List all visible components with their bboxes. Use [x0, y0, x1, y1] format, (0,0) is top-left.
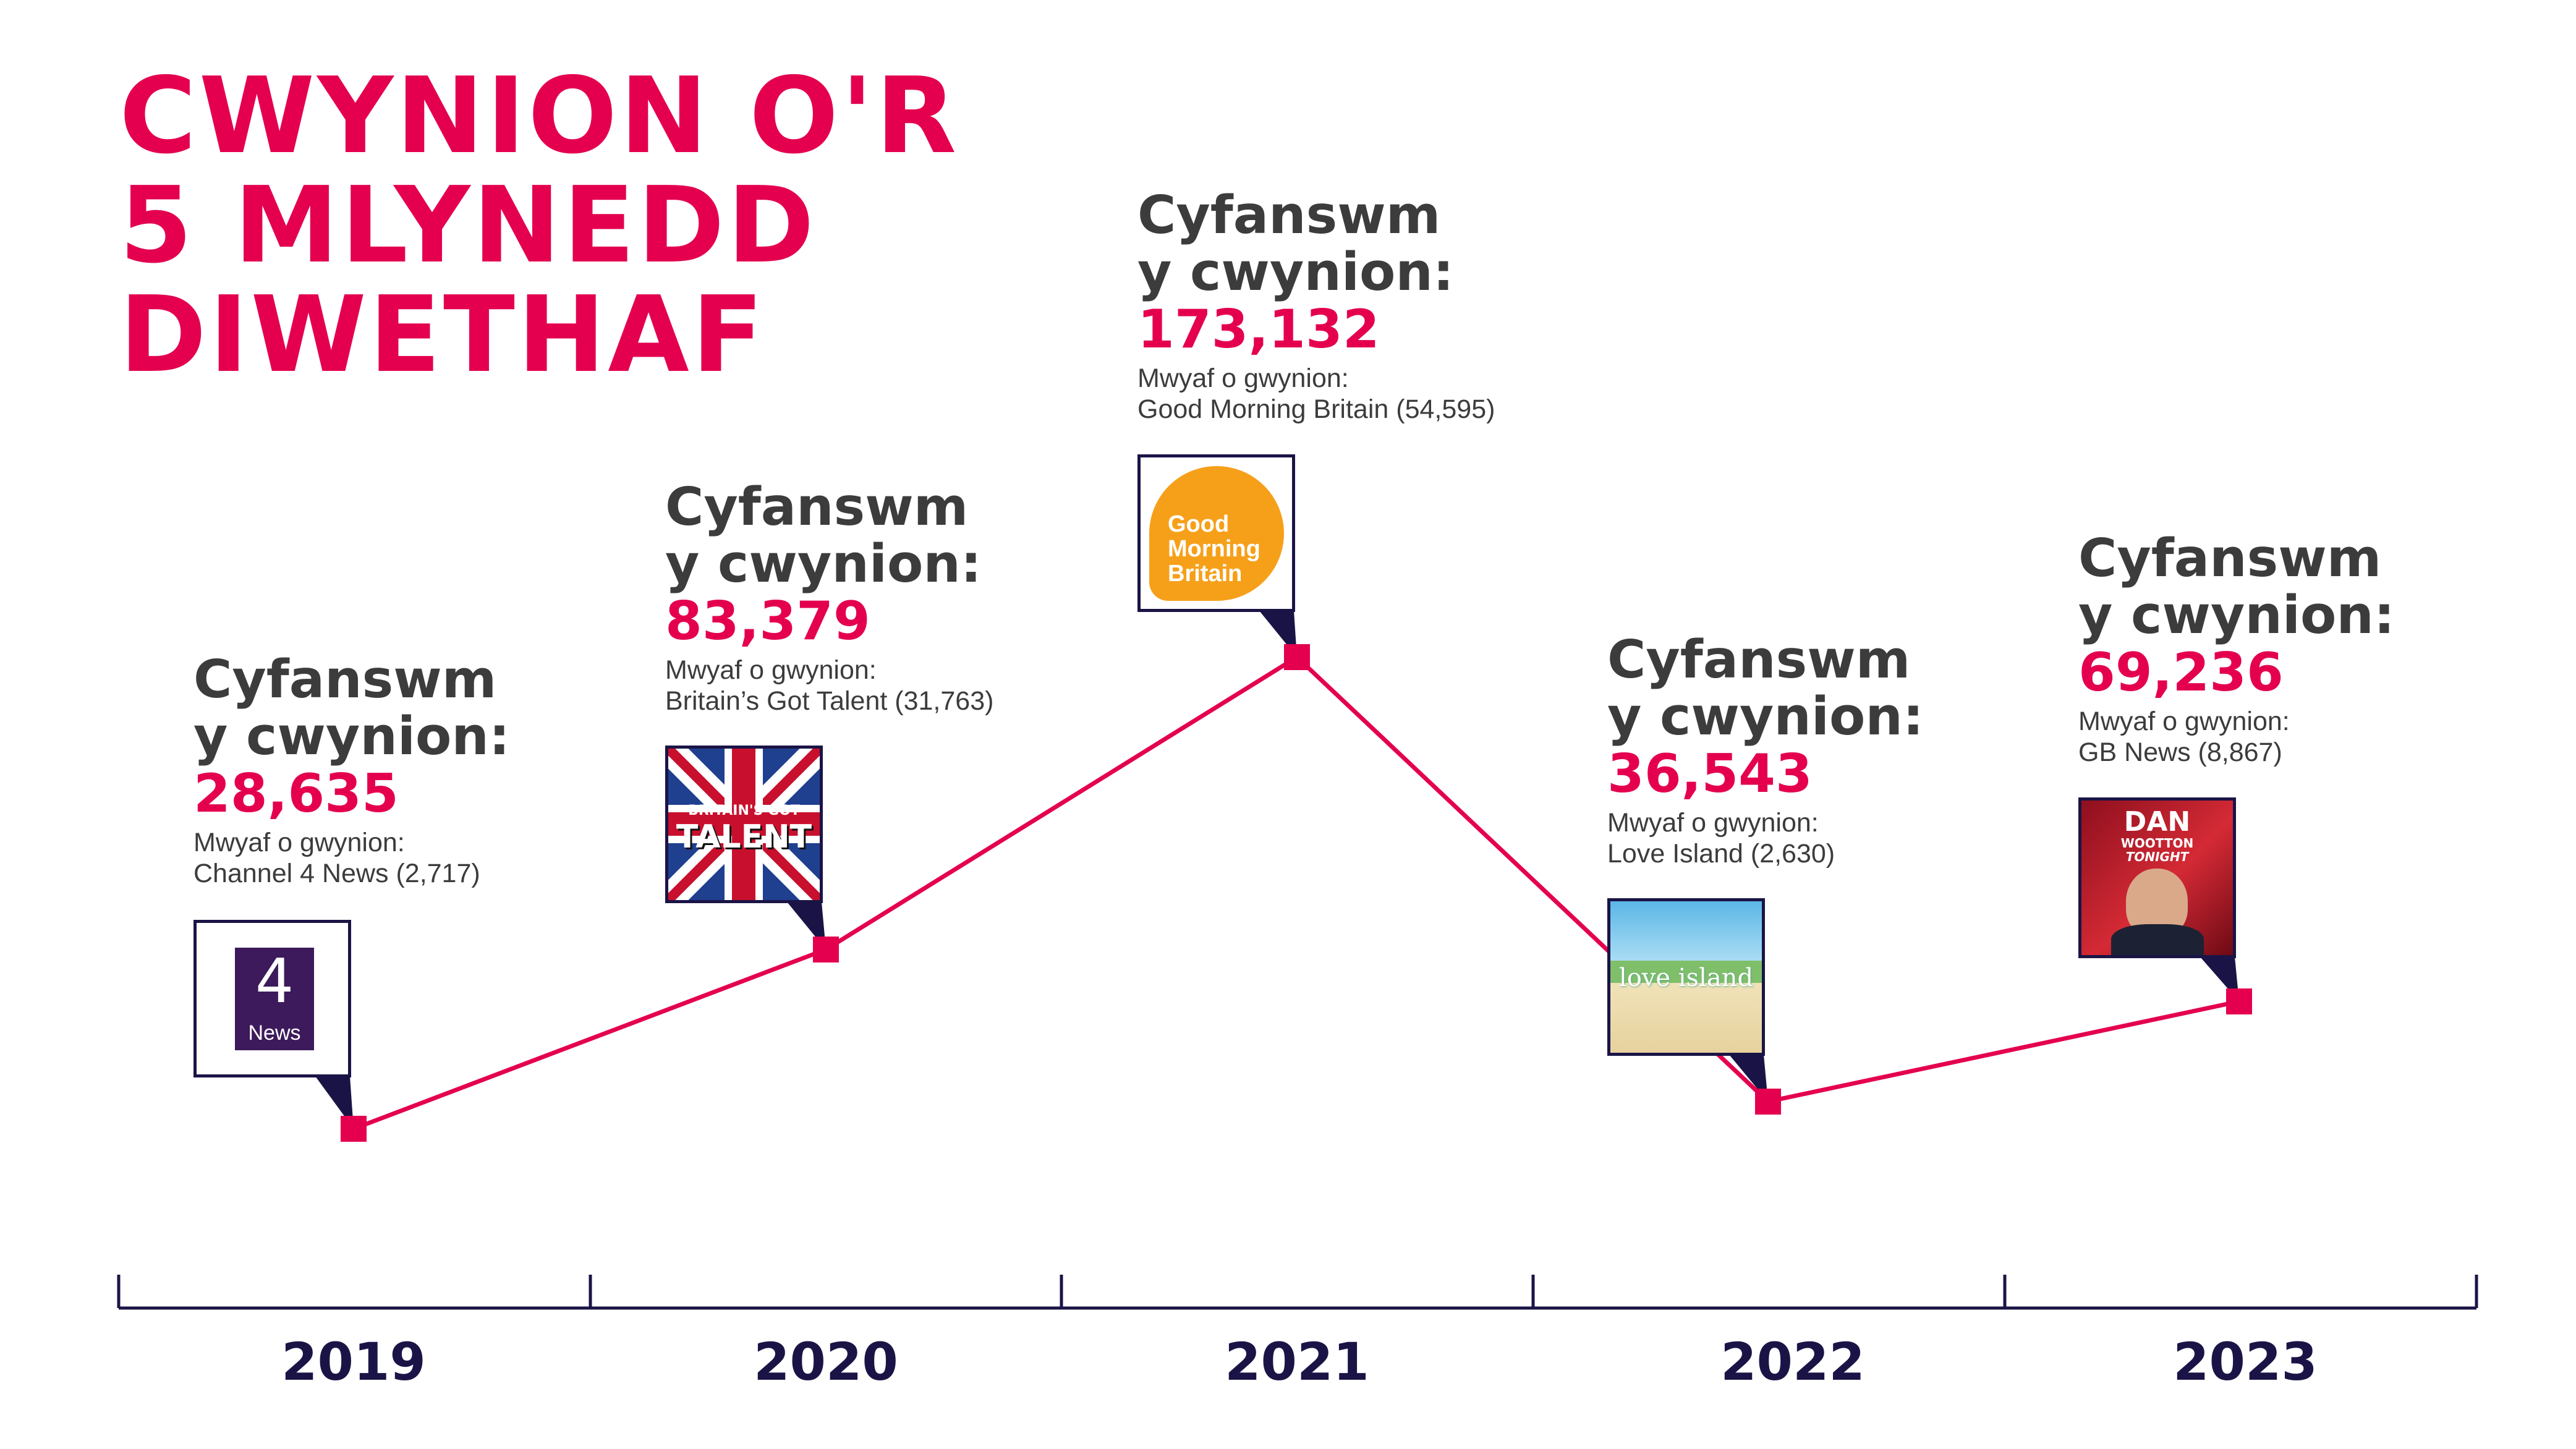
channel4-news-logo: 4 News: [193, 920, 351, 1077]
total-heading: y cwynion:: [665, 533, 982, 595]
total-heading: y cwynion:: [193, 706, 510, 767]
data-point-2019: [341, 1116, 367, 1142]
x-axis: [117, 1275, 2478, 1310]
total-value: 83,379: [665, 590, 870, 652]
britains-got-talent-logo: BRITAIN'S GOT TALENT: [665, 746, 823, 903]
most-complaints-label: Mwyaf o gwynion:: [1607, 808, 1819, 838]
total-heading: Cyfanswm: [2078, 528, 2382, 589]
year-label-2023: Cyfanswm y cwynion: 69,236 Mwyaf o gwyni…: [2078, 530, 2395, 768]
total-heading: y cwynion:: [2078, 585, 2395, 646]
x-tick-label: 2023: [2173, 1332, 2318, 1392]
series-line: [352, 654, 2240, 1131]
top-show: Channel 4 News (2,717): [193, 859, 480, 888]
total-value: 28,635: [193, 763, 399, 825]
total-heading: Cyfanswm: [1137, 185, 1441, 246]
top-show: GB News (8,867): [2078, 737, 2282, 767]
top-show: Britain’s Got Talent (31,763): [665, 686, 994, 716]
total-heading: Cyfanswm: [1607, 629, 1911, 691]
total-heading: Cyfanswm: [665, 477, 969, 538]
year-label-2022: Cyfanswm y cwynion: 36,543 Mwyaf o gwyni…: [1607, 632, 1924, 869]
year-label-2021: Cyfanswm y cwynion: 173,132 Mwyaf o gwyn…: [1137, 187, 1495, 425]
most-complaints-label: Mwyaf o gwynion:: [2078, 707, 2290, 736]
x-tick-label: 2020: [754, 1332, 898, 1392]
data-point-2020: [813, 937, 839, 962]
x-tick-label: 2019: [281, 1332, 426, 1392]
year-label-2019: Cyfanswm y cwynion: 28,635 Mwyaf o gwyni…: [193, 652, 510, 889]
most-complaints-label: Mwyaf o gwynion:: [193, 828, 405, 857]
total-value: 173,132: [1137, 299, 1380, 360]
total-heading: Cyfanswm: [193, 649, 497, 710]
dan-wootton-tonight-logo: DAN WOOTTON TONIGHT: [2078, 797, 2236, 958]
total-heading: y cwynion:: [1137, 242, 1454, 303]
year-label-2020: Cyfanswm y cwynion: 83,379 Mwyaf o gwyni…: [665, 479, 993, 716]
data-point-2022: [1755, 1089, 1781, 1115]
chart-title: CWYNION O'R 5 MLYNEDD DIWETHAF: [119, 55, 959, 396]
data-point-2023: [2226, 988, 2252, 1014]
most-complaints-label: Mwyaf o gwynion:: [1137, 363, 1349, 393]
love-island-logo: love island: [1607, 898, 1765, 1056]
top-show: Good Morning Britain (54,595): [1137, 394, 1495, 424]
logo-pointer: [315, 1076, 354, 1129]
total-value: 36,543: [1607, 743, 1813, 805]
total-value: 69,236: [2078, 642, 2284, 703]
total-heading: y cwynion:: [1607, 686, 1924, 747]
x-tick-label: 2021: [1225, 1332, 1369, 1392]
good-morning-britain-logo: Good Morning Britain: [1137, 454, 1295, 612]
data-point-2021: [1284, 644, 1310, 670]
x-tick-label: 2022: [1720, 1332, 1865, 1392]
most-complaints-label: Mwyaf o gwynion:: [665, 655, 877, 685]
top-show: Love Island (2,630): [1607, 839, 1835, 869]
